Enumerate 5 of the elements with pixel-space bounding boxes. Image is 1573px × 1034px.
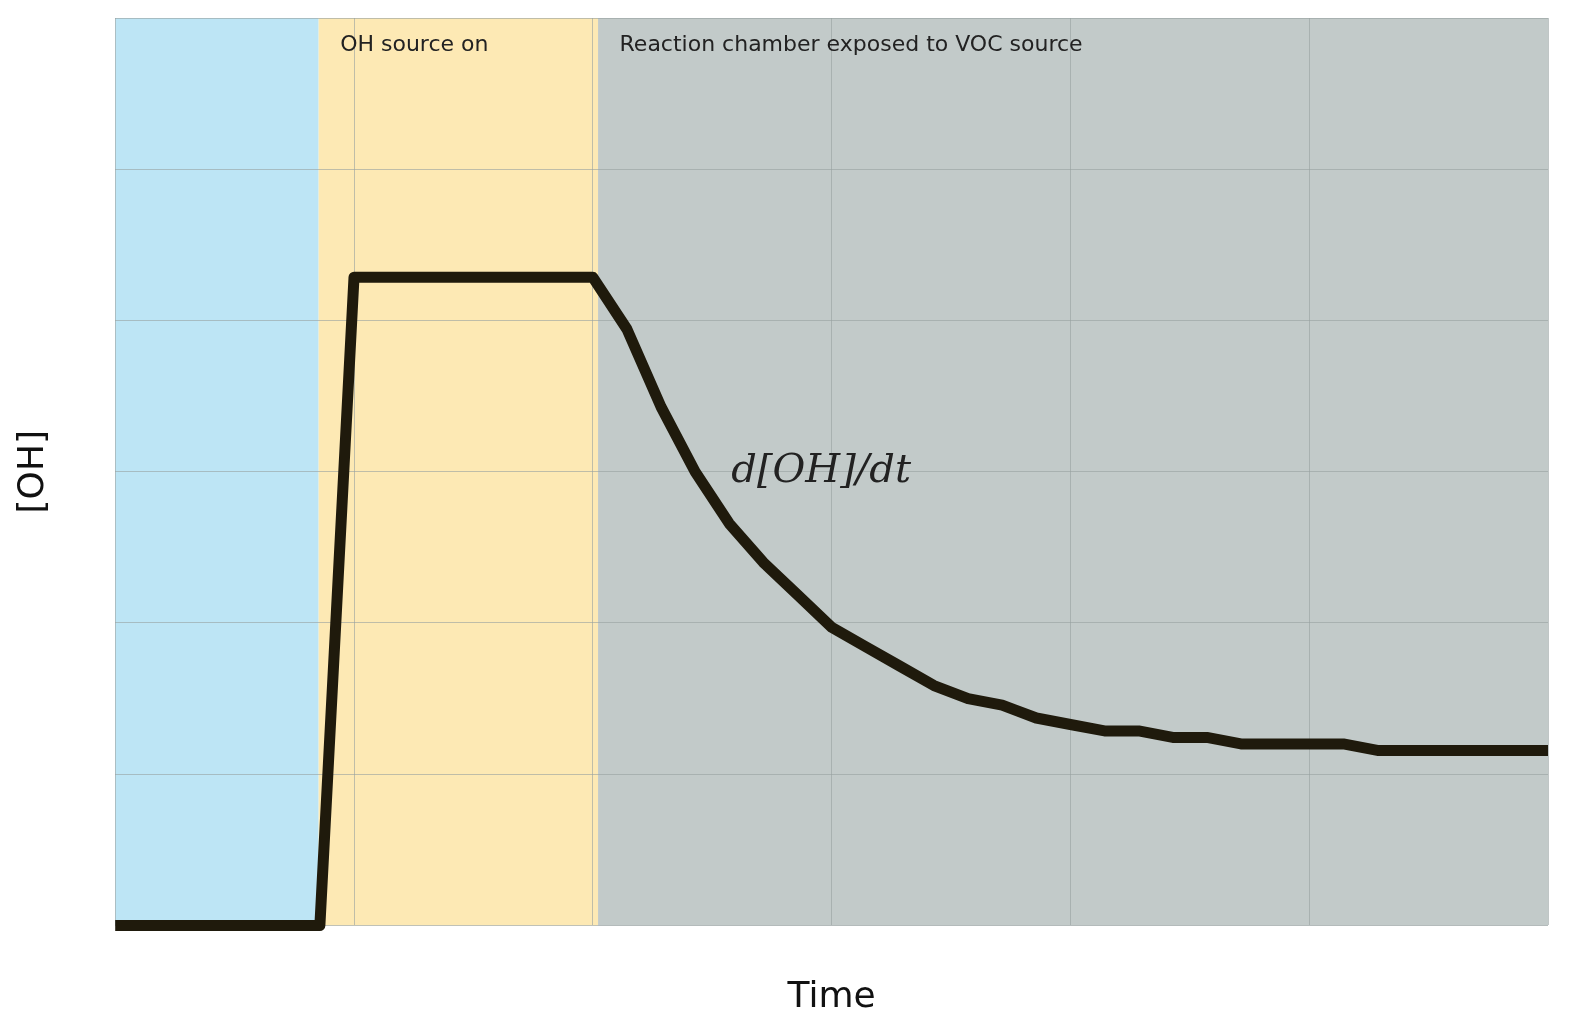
annotation: d[OH]/dt	[731, 445, 912, 492]
text: OH source on	[340, 30, 489, 56]
x-axis-title: Time	[786, 973, 876, 1015]
y-axis-title: [OH]	[9, 429, 51, 514]
text: Reaction chamber exposed to VOC source	[619, 30, 1083, 56]
